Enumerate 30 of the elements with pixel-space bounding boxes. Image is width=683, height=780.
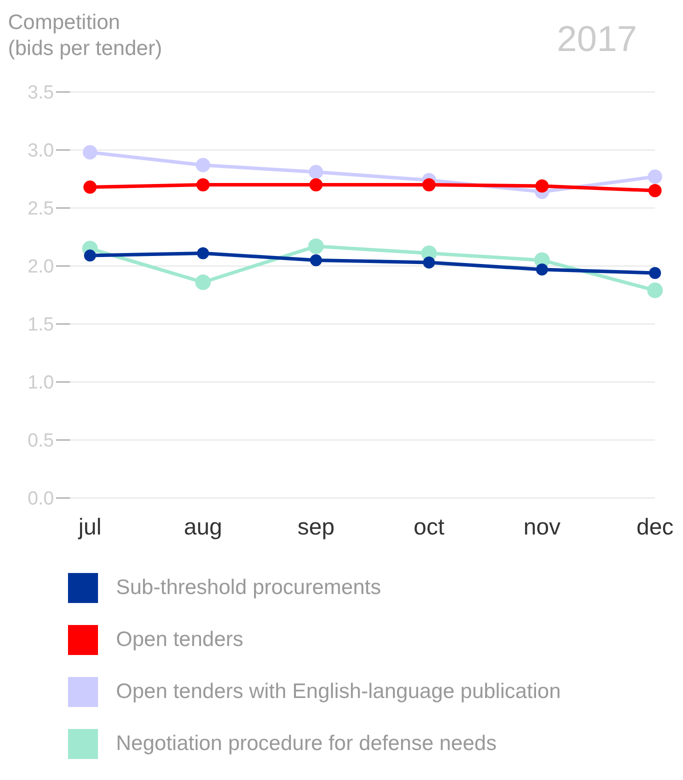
legend-label: Open tenders with English-language publication: [116, 680, 561, 704]
point: [310, 254, 322, 266]
point: [196, 178, 210, 192]
point: [197, 247, 209, 260]
point: [647, 282, 663, 298]
point: [422, 178, 436, 192]
point: [83, 180, 97, 194]
point: [648, 184, 662, 198]
point: [648, 169, 662, 184]
legend-label: Sub-threshold procurements: [116, 576, 381, 600]
x-tick-label: nov: [523, 513, 562, 540]
x-tick-label: dec: [636, 513, 674, 540]
y-axis-title: Competition (bids per tender): [8, 10, 162, 62]
point: [196, 158, 210, 172]
legend-label: Negotiation procedure for defense needs: [116, 732, 497, 756]
point: [82, 145, 98, 160]
point: [649, 266, 661, 279]
x-tick-label: aug: [184, 513, 222, 540]
point: [308, 238, 324, 254]
point: [195, 274, 211, 290]
x-tick-label: oct: [414, 513, 445, 540]
x-tick-label: sep: [297, 513, 335, 540]
x-tick-label: jul: [77, 513, 102, 540]
point: [309, 178, 323, 192]
point: [308, 164, 324, 180]
legend-label: Open tenders: [116, 628, 244, 652]
point: [84, 250, 96, 262]
point: [423, 256, 435, 269]
point: [536, 263, 548, 276]
point: [535, 179, 549, 193]
